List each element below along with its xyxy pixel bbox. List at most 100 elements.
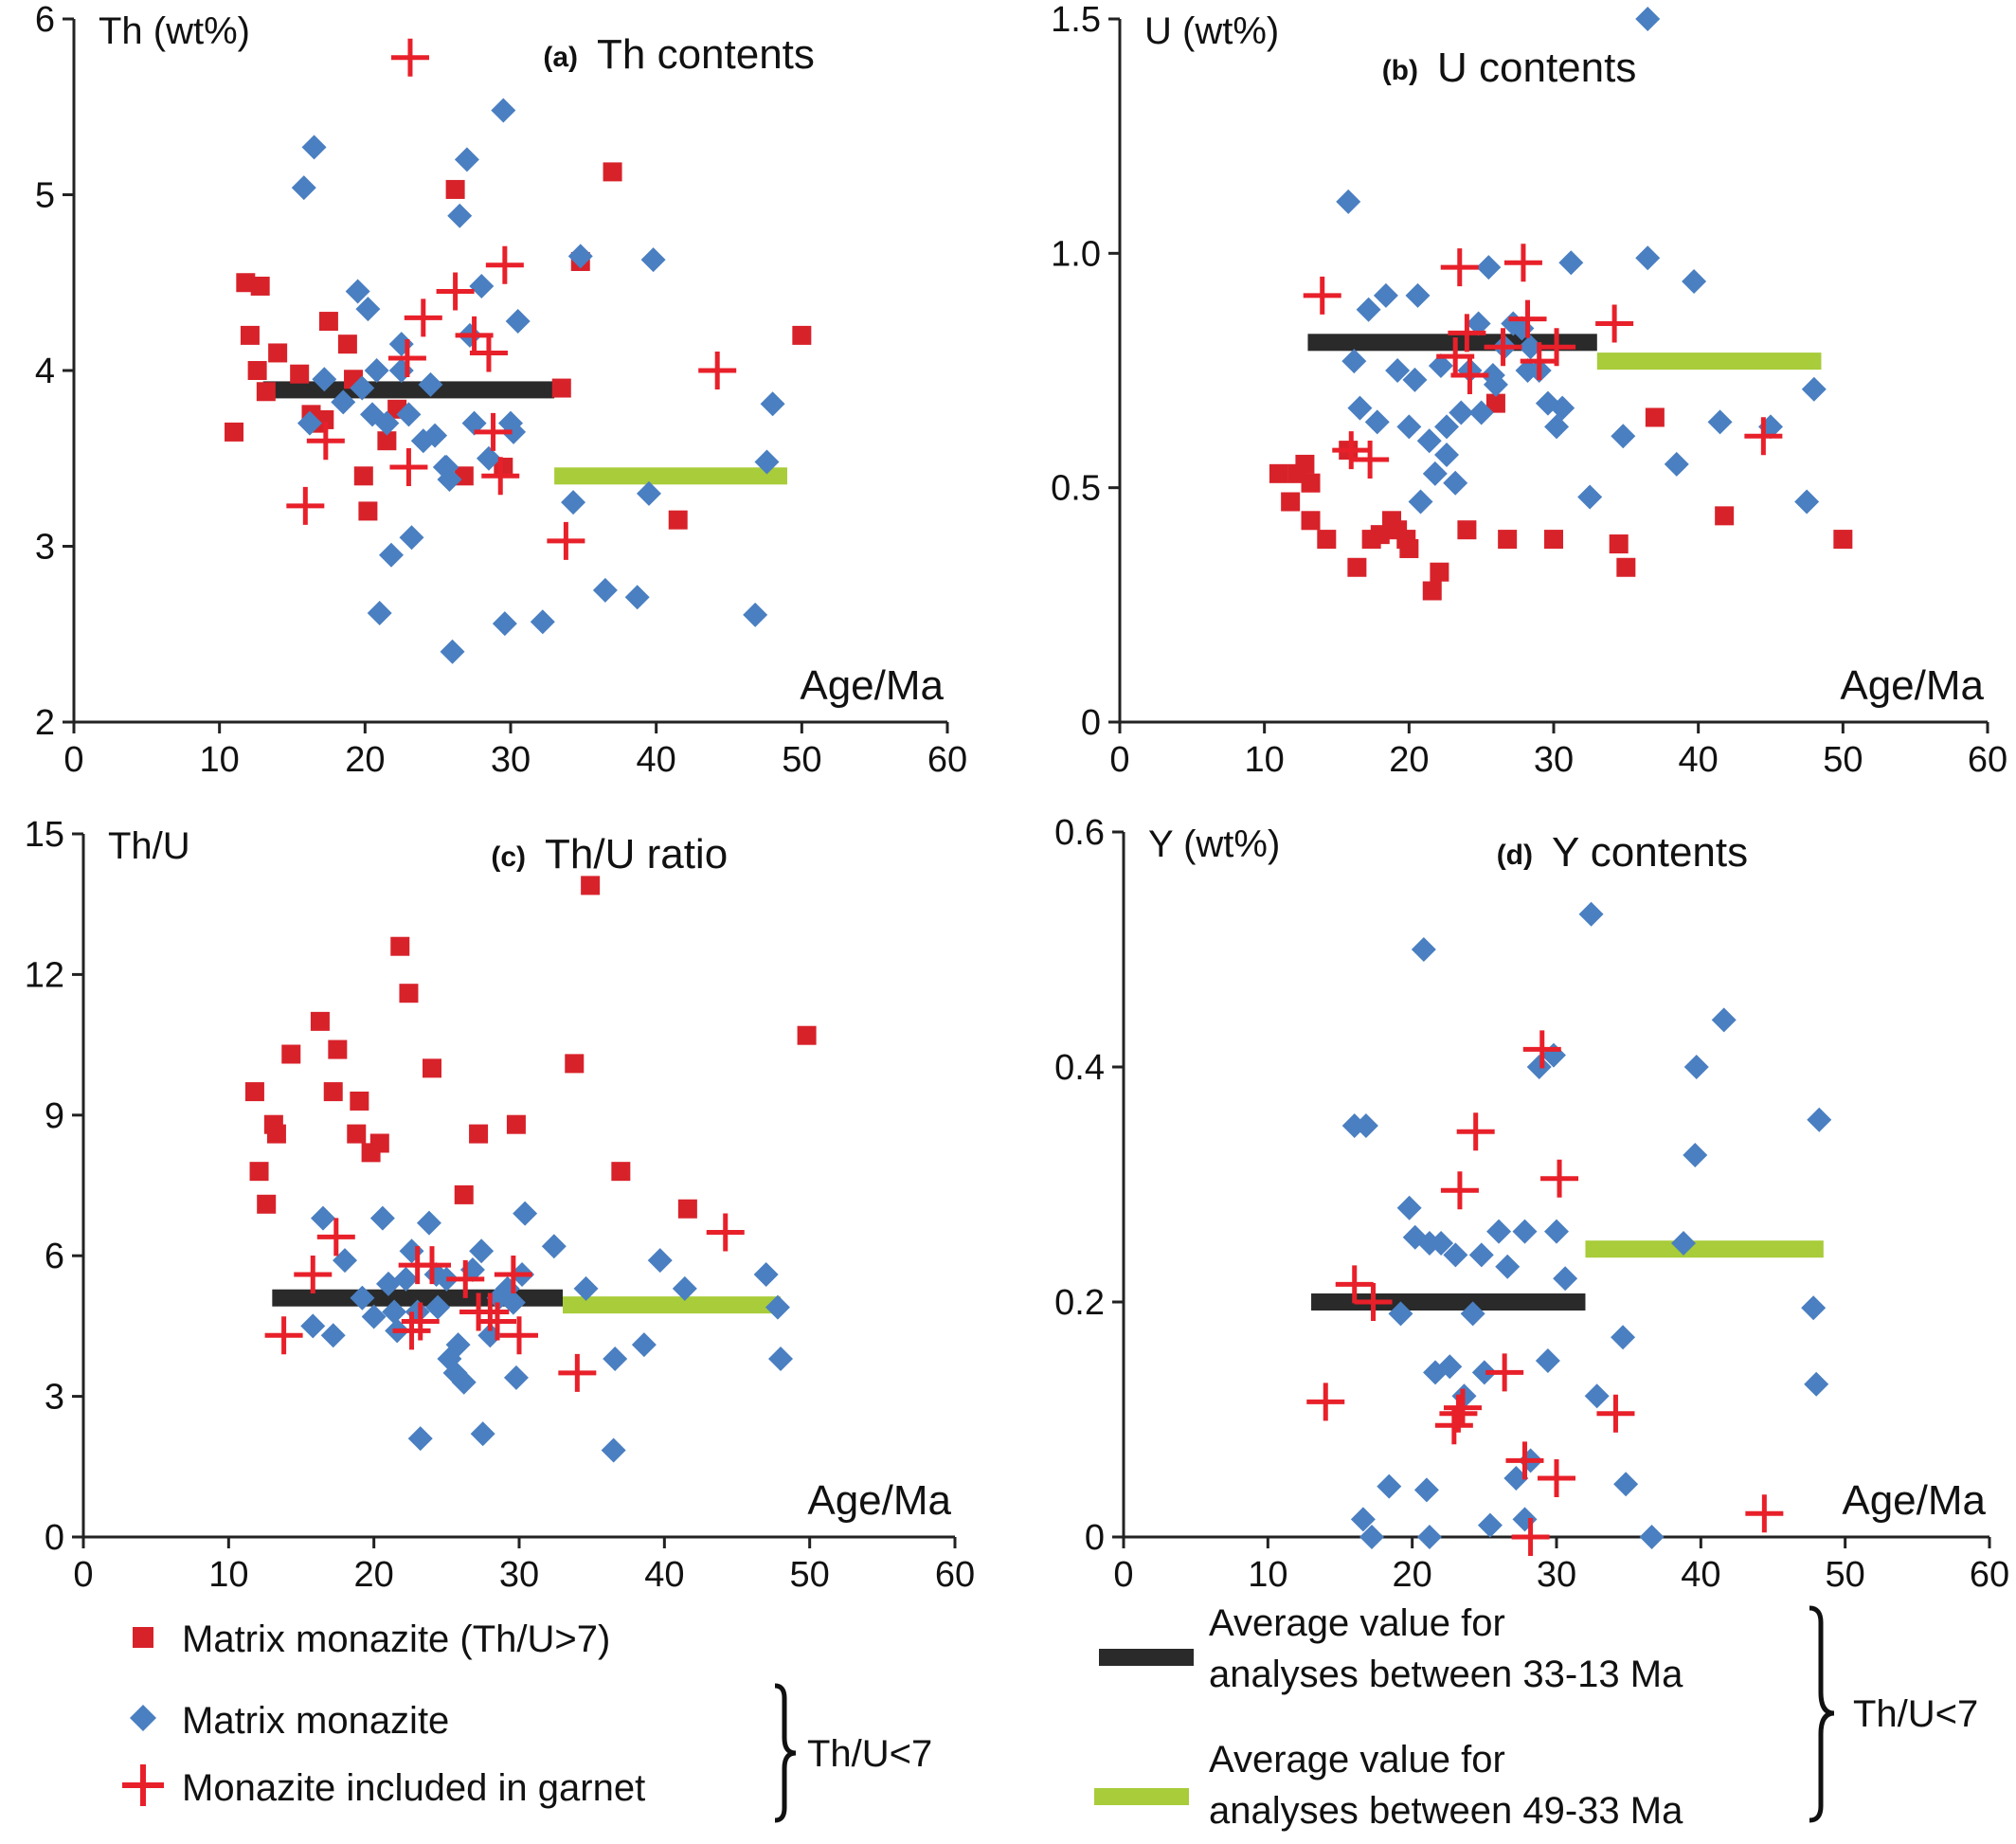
point-garnet — [1436, 337, 1475, 376]
y-tick-label: 6 — [35, 0, 55, 40]
point-garnet — [316, 1218, 355, 1256]
point-matrix-high — [469, 1124, 489, 1144]
y-tick-label: 12 — [25, 955, 64, 995]
point-matrix — [1664, 451, 1689, 477]
y-axis-label: Th/U — [108, 825, 190, 867]
point-matrix-high — [328, 1040, 348, 1059]
point-matrix — [492, 611, 517, 637]
y-axis-label: Th (wt%) — [99, 10, 250, 52]
point-matrix — [501, 419, 527, 444]
point-matrix-high — [225, 422, 244, 442]
point-matrix — [301, 135, 327, 160]
point-garnet — [1351, 440, 1390, 479]
point-matrix — [765, 1294, 790, 1320]
point-matrix-high — [1457, 520, 1477, 540]
point-matrix-high — [337, 334, 357, 354]
point-matrix — [300, 1313, 326, 1339]
y-tick-label: 0 — [1081, 703, 1101, 743]
point-matrix-high — [236, 273, 256, 293]
point-matrix — [407, 1426, 433, 1452]
panel-title: Th contents — [597, 31, 815, 78]
point-matrix — [573, 1275, 599, 1301]
point-matrix-high — [268, 343, 288, 363]
point-matrix-high — [792, 325, 812, 345]
point-matrix — [350, 1285, 375, 1311]
point-matrix-high — [1645, 407, 1665, 427]
point-matrix-high — [1715, 506, 1735, 526]
point-matrix — [1683, 1143, 1708, 1167]
point-matrix-high — [266, 1124, 286, 1144]
point-matrix-high — [399, 984, 419, 1003]
panel-a: 0 10 20 30 40 50 60 2 3 4 5 6 Th (wt%) Age/Ma (a) Th co… — [35, 0, 967, 780]
x-axis-label: Age/Ma — [800, 662, 944, 709]
point-matrix-high — [350, 1091, 369, 1111]
point-matrix — [1544, 1219, 1569, 1244]
point-matrix — [291, 175, 316, 201]
point-matrix-high — [797, 1025, 817, 1045]
point-matrix-high — [1281, 492, 1301, 512]
point-matrix-high — [390, 936, 410, 956]
point-matrix — [1443, 470, 1468, 496]
point-garnet — [1745, 1494, 1784, 1533]
point-matrix — [1635, 245, 1661, 271]
x-tick-label: 50 — [782, 740, 821, 780]
point-garnet — [494, 1255, 532, 1293]
point-matrix-high — [256, 382, 276, 402]
point-matrix — [333, 1248, 357, 1274]
y-tick-label: 0.2 — [1054, 1283, 1105, 1323]
point-matrix — [513, 1201, 538, 1226]
point-matrix — [1611, 1325, 1636, 1350]
legend-label-garnet: Monazite included in garnet — [182, 1767, 645, 1809]
point-matrix — [399, 1238, 424, 1264]
point-matrix — [1429, 1231, 1454, 1256]
point-garnet — [478, 1302, 516, 1341]
point-matrix — [396, 402, 422, 427]
point-matrix — [1683, 1055, 1709, 1079]
point-matrix — [1356, 297, 1381, 322]
x-tick-label: 20 — [1389, 740, 1429, 780]
point-matrix — [592, 577, 618, 603]
y-tick-label: 0.6 — [1054, 813, 1105, 853]
point-matrix — [1477, 1512, 1503, 1538]
legend-marker-matrix — [130, 1705, 156, 1731]
legend-label-avg-49-33-line1: Average value for — [1209, 1739, 1505, 1781]
point-matrix — [672, 1275, 697, 1301]
point-garnet — [436, 272, 475, 311]
point-garnet — [1440, 1171, 1479, 1210]
point-matrix-high — [1347, 557, 1367, 577]
point-matrix — [567, 244, 593, 269]
point-matrix — [1416, 1525, 1442, 1549]
x-tick-label: 50 — [1823, 740, 1863, 780]
point-matrix-high — [668, 510, 688, 530]
point-matrix-high — [611, 1162, 631, 1182]
point-matrix — [425, 1294, 451, 1320]
y-tick-label: 3 — [45, 1378, 64, 1418]
point-garnet — [286, 486, 325, 525]
point-matrix — [760, 391, 785, 417]
legend-label-avg-33-13-line1: Average value for — [1209, 1602, 1505, 1644]
legend-line-avg-49-33 — [1094, 1788, 1189, 1805]
panel-b: 0 10 20 30 40 50 60 0 0.5 1.0 1.5 U (wt%) Age/Ma (b) U… — [1051, 0, 2007, 780]
point-garnet — [469, 334, 508, 372]
point-garnet — [387, 339, 426, 378]
point-matrix-high — [281, 1044, 301, 1064]
x-tick-label: 50 — [790, 1555, 830, 1595]
point-matrix — [331, 389, 356, 415]
panel-title: U contents — [1437, 45, 1636, 91]
average-line-avg-33-13 — [1311, 1293, 1586, 1311]
point-matrix — [503, 1365, 529, 1390]
point-matrix — [345, 279, 370, 304]
point-matrix — [1396, 1195, 1422, 1220]
point-matrix — [1613, 1472, 1639, 1497]
point-matrix — [454, 147, 479, 172]
point-matrix — [469, 1238, 495, 1264]
legend-label-matrix: Matrix monazite — [182, 1700, 449, 1742]
point-matrix — [469, 273, 495, 298]
point-garnet — [1456, 1112, 1495, 1151]
panel-letter: (c) — [491, 841, 526, 873]
point-matrix — [753, 1261, 779, 1287]
x-tick-label: 0 — [73, 1555, 93, 1595]
x-tick-label: 40 — [637, 740, 676, 780]
point-matrix-high — [1422, 581, 1442, 601]
